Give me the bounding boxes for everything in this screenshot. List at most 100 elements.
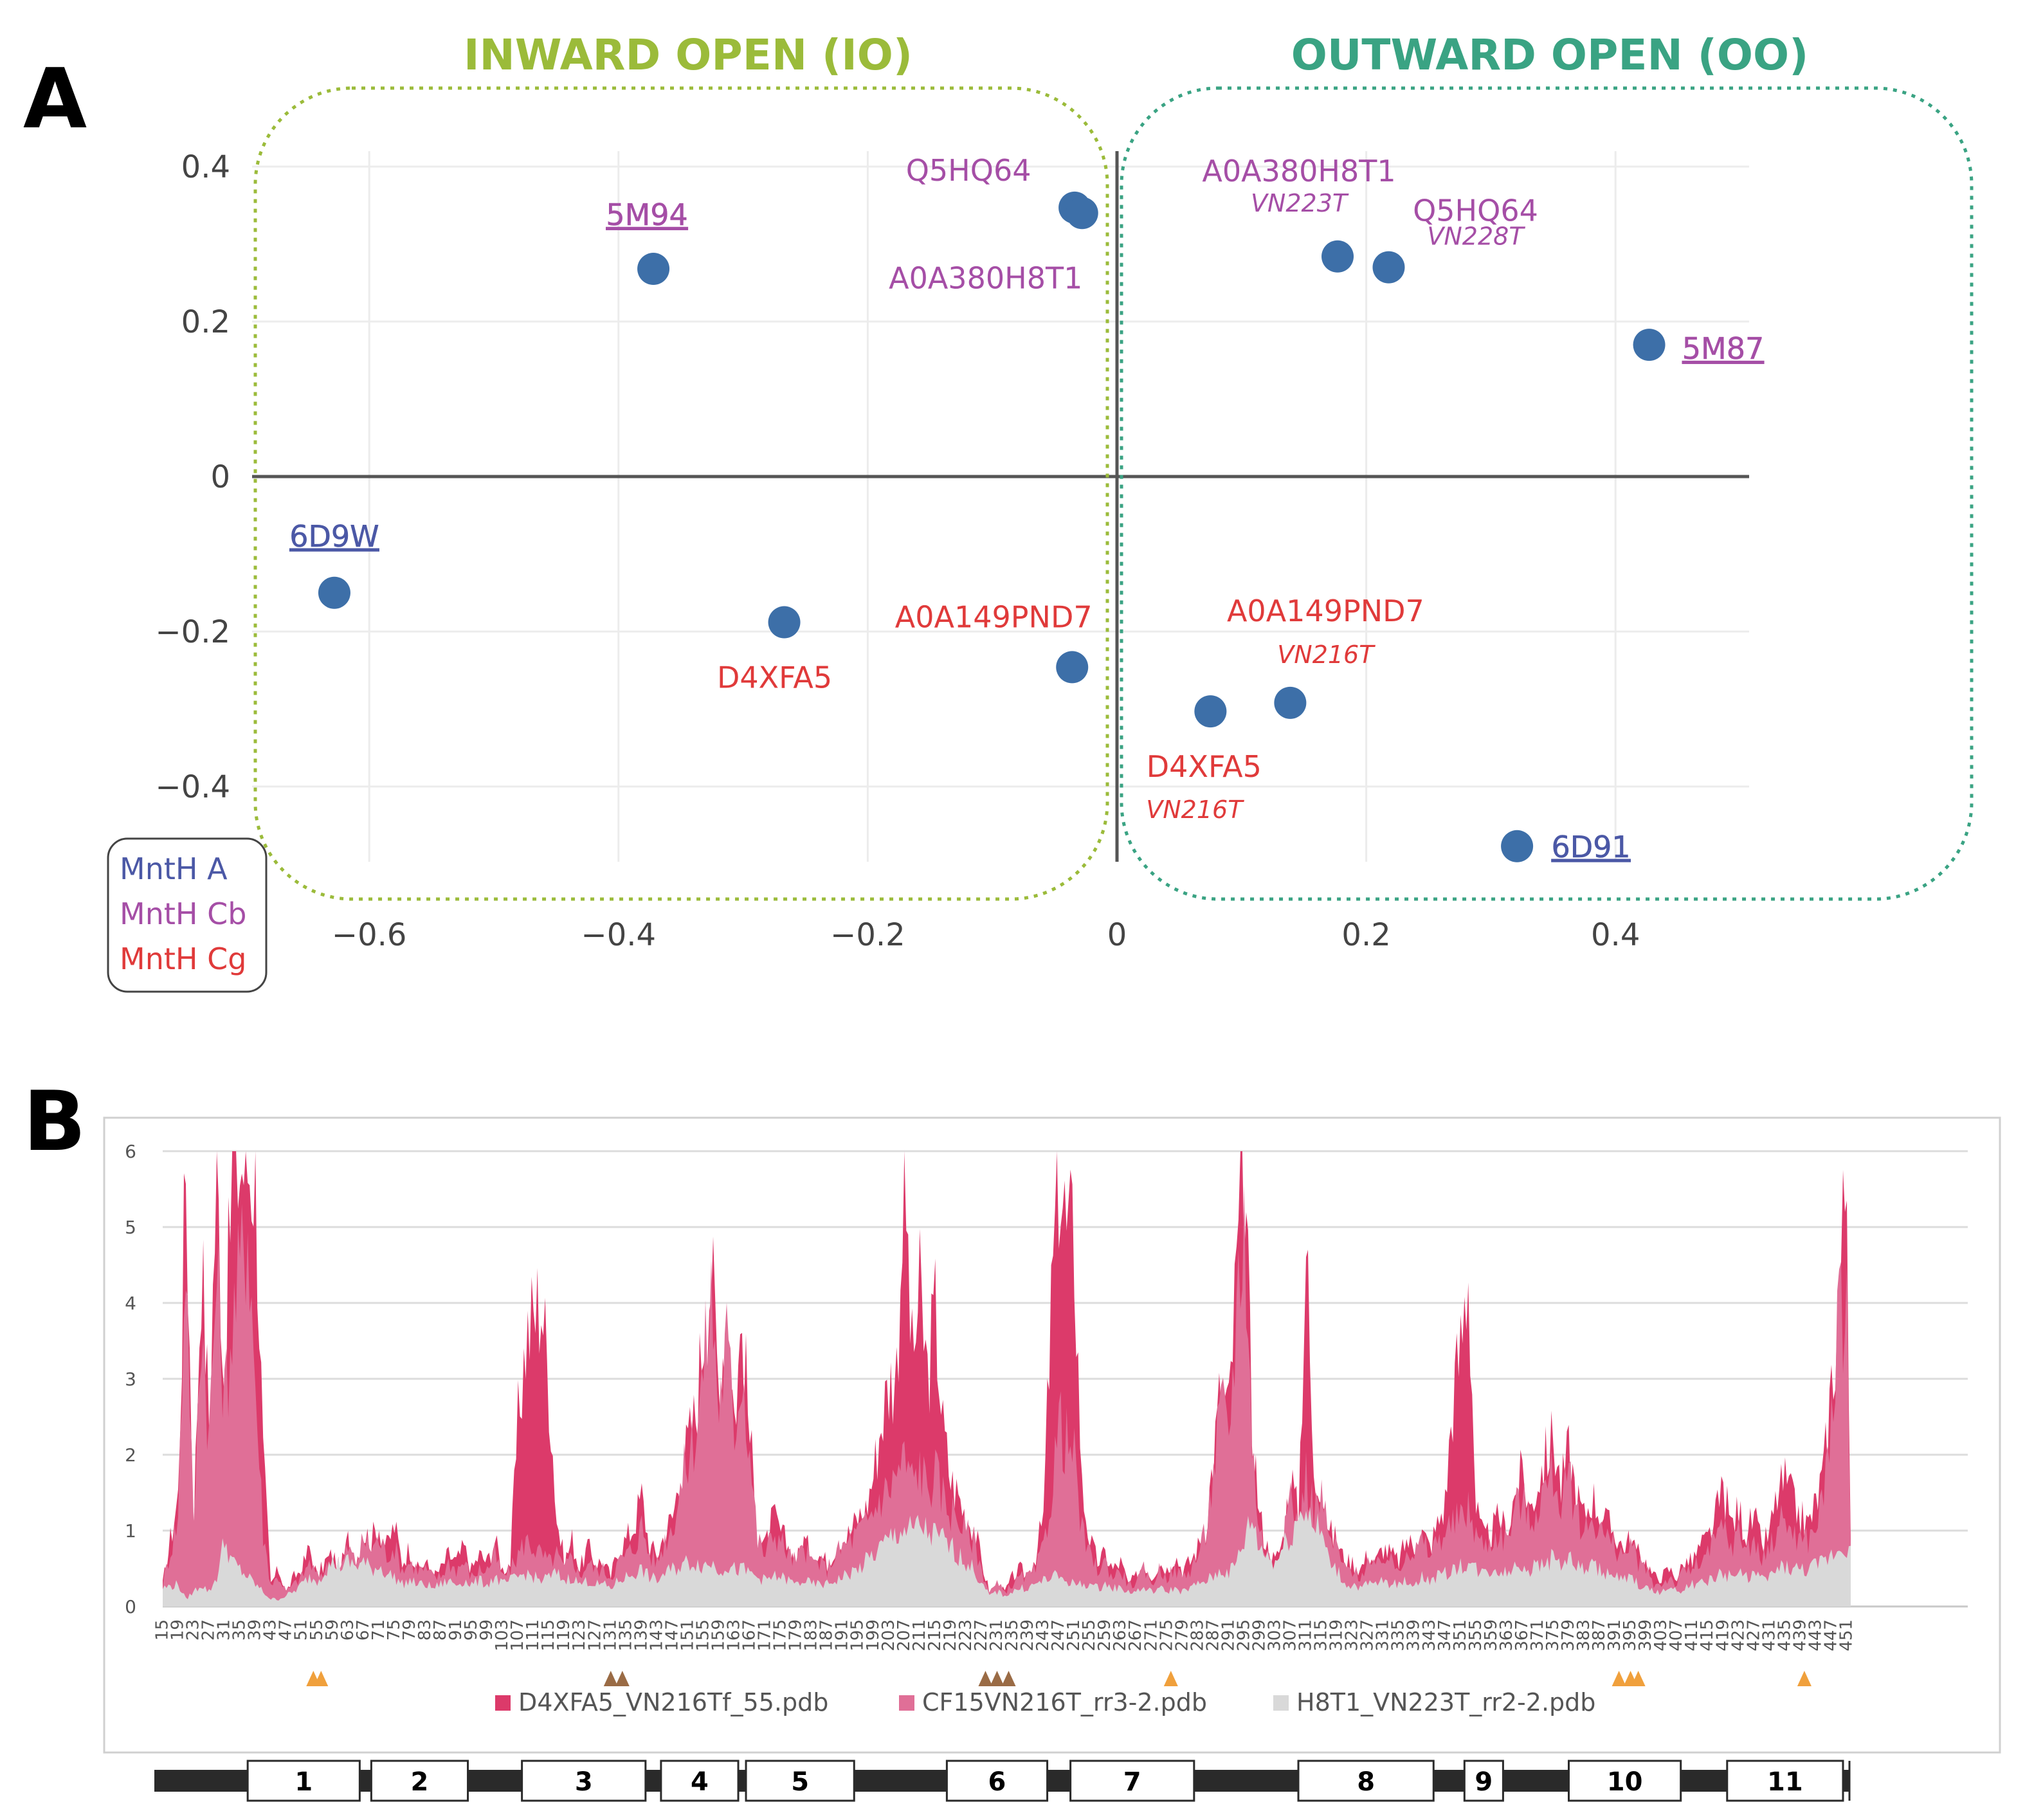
area-chart: 1519232731353943475155596367717579838791… xyxy=(103,1116,2001,1802)
helix-box xyxy=(1069,1760,1195,1802)
panel-b-letter: B xyxy=(23,1074,86,1170)
area-x-tick-label: 119 xyxy=(554,1619,574,1652)
area-x-tick-label: 55 xyxy=(307,1619,327,1641)
area-x-tick-label: 427 xyxy=(1744,1619,1763,1652)
area-x-tick-label: 275 xyxy=(1157,1619,1176,1652)
area-x-tick-label: 15 xyxy=(153,1619,172,1641)
area-x-tick-label: 75 xyxy=(385,1619,404,1641)
residue-marker xyxy=(1612,1671,1626,1686)
area-x-tick-label: 279 xyxy=(1172,1619,1192,1652)
area-x-tick-label: 439 xyxy=(1790,1619,1810,1652)
area-x-tick-label: 431 xyxy=(1759,1619,1779,1652)
scatter-x-tick-label: 0 xyxy=(1107,917,1127,953)
residue-marker xyxy=(1631,1671,1646,1686)
area-x-tick-label: 99 xyxy=(477,1619,496,1641)
area-x-tick-label: 383 xyxy=(1574,1619,1594,1652)
area-x-tick-label: 447 xyxy=(1821,1619,1840,1652)
area-x-tick-label: 399 xyxy=(1636,1619,1655,1652)
area-x-tick-label: 295 xyxy=(1234,1619,1253,1652)
area-y-tick-label: 3 xyxy=(125,1369,136,1390)
scatter-point-label: 5M94 xyxy=(606,197,688,232)
area-x-tick-label: 379 xyxy=(1559,1619,1578,1652)
area-x-tick-label: 231 xyxy=(987,1619,1006,1652)
area-x-tick-label: 443 xyxy=(1806,1619,1825,1652)
helix-label: 10 xyxy=(1607,1767,1643,1797)
scatter-y-tick-label: 0.2 xyxy=(181,304,230,340)
area-y-tick-label: 4 xyxy=(125,1293,136,1314)
helix-box xyxy=(1726,1760,1844,1802)
scatter-point-label: Q5HQ64 xyxy=(906,153,1031,188)
scatter-y-tick-label: 0.4 xyxy=(181,149,230,185)
area-x-tick-label: 235 xyxy=(1003,1619,1022,1652)
area-legend-label: CF15VN216T_rr3-2.pdb xyxy=(922,1688,1207,1716)
area-x-tick-label: 247 xyxy=(1049,1619,1068,1652)
helix-box xyxy=(1463,1760,1504,1802)
scatter-legend-entry: MntH Cb xyxy=(120,896,246,931)
area-x-tick-label: 159 xyxy=(709,1619,728,1652)
scatter-point-sublabel: VN216T xyxy=(1146,796,1244,824)
area-series-3 xyxy=(163,1506,1851,1606)
area-x-tick-label: 207 xyxy=(894,1619,914,1652)
helix-box xyxy=(1297,1760,1435,1802)
area-x-tick-label: 395 xyxy=(1621,1619,1640,1652)
area-x-tick-label: 259 xyxy=(1095,1619,1114,1652)
helix-label: 1 xyxy=(295,1767,313,1797)
scatter-point-sublabel: VN216T xyxy=(1277,641,1376,669)
scatter-point xyxy=(768,606,801,639)
residue-marker xyxy=(1001,1671,1016,1686)
scatter-point-label: Q5HQ64 xyxy=(1413,194,1538,228)
scatter-x-tick-label: −0.4 xyxy=(581,917,657,953)
area-x-tick-label: 147 xyxy=(662,1619,682,1652)
scatter-legend-entry: MntH Cg xyxy=(120,942,246,976)
area-x-tick-label: 215 xyxy=(925,1619,945,1652)
area-legend: D4XFA5_VN216Tf_55.pdb CF15VN216T_rr3-2.pd… xyxy=(495,1688,1595,1716)
scatter-point-label: 5M87 xyxy=(1682,331,1765,366)
scatter-legend-box xyxy=(107,837,268,993)
area-x-tick-label: 135 xyxy=(616,1619,635,1652)
area-x-tick-label: 323 xyxy=(1343,1619,1362,1652)
region-box xyxy=(253,86,1109,901)
area-x-tick-label: 411 xyxy=(1682,1619,1702,1652)
area-x-tick-label: 251 xyxy=(1064,1619,1084,1652)
area-x-tick-label: 239 xyxy=(1018,1619,1037,1652)
area-x-tick-label: 387 xyxy=(1590,1619,1609,1652)
scatter-y-tick-label: 0 xyxy=(210,459,230,495)
residue-marker xyxy=(314,1671,329,1686)
scatter-point-sublabel: VN228T xyxy=(1427,223,1525,251)
area-x-tick-label: 43 xyxy=(261,1619,280,1641)
scatter-legend: MntH A MntH Cb MntH Cg xyxy=(107,837,268,993)
area-x-tick-label: 127 xyxy=(585,1619,604,1652)
area-x-tick-label: 435 xyxy=(1775,1619,1794,1652)
scatter-point xyxy=(1194,695,1227,728)
scatter-legend-entry: MntH A xyxy=(120,851,228,886)
area-x-tick-label: 283 xyxy=(1188,1619,1207,1652)
area-x-tick-label: 23 xyxy=(184,1619,203,1641)
region-box xyxy=(1120,86,1974,901)
scatter-point xyxy=(1066,197,1098,230)
area-x-tick-label: 67 xyxy=(354,1619,373,1641)
area-x-tick-label: 103 xyxy=(493,1619,512,1652)
residue-marker xyxy=(1797,1671,1812,1686)
area-x-tick-label: 351 xyxy=(1451,1619,1470,1652)
area-x-tick-label: 271 xyxy=(1141,1619,1161,1652)
helix-label: 8 xyxy=(1357,1767,1375,1797)
area-x-tick-label: 223 xyxy=(956,1619,976,1652)
area-x-tick-label: 83 xyxy=(415,1619,435,1641)
area-x-tick-label: 167 xyxy=(740,1619,759,1652)
area-x-tick-label: 211 xyxy=(910,1619,929,1652)
scatter-point-label: A0A149PND7 xyxy=(895,599,1093,634)
scatter-tick-labels: −0.6 −0.4 −0.2 0 0.2 0.4 0.4 0.2 0 −0.2 −0.4 xyxy=(155,149,1640,953)
area-x-tick-label: 331 xyxy=(1374,1619,1393,1652)
scatter-point xyxy=(1056,651,1089,684)
region-title: INWARD OPEN (IO) xyxy=(464,30,913,80)
helix-label: 11 xyxy=(1767,1767,1803,1797)
scatter-x-tick-label: 0.4 xyxy=(1591,917,1640,953)
helix-label: 6 xyxy=(988,1767,1006,1797)
area-x-tick-label: 171 xyxy=(756,1619,775,1652)
area-x-tick-label: 19 xyxy=(168,1619,188,1641)
area-legend-swatch xyxy=(495,1695,511,1711)
area-x-tick-label: 219 xyxy=(941,1619,960,1652)
area-x-tick-label: 143 xyxy=(647,1619,666,1652)
area-x-tick-label: 183 xyxy=(802,1619,821,1652)
